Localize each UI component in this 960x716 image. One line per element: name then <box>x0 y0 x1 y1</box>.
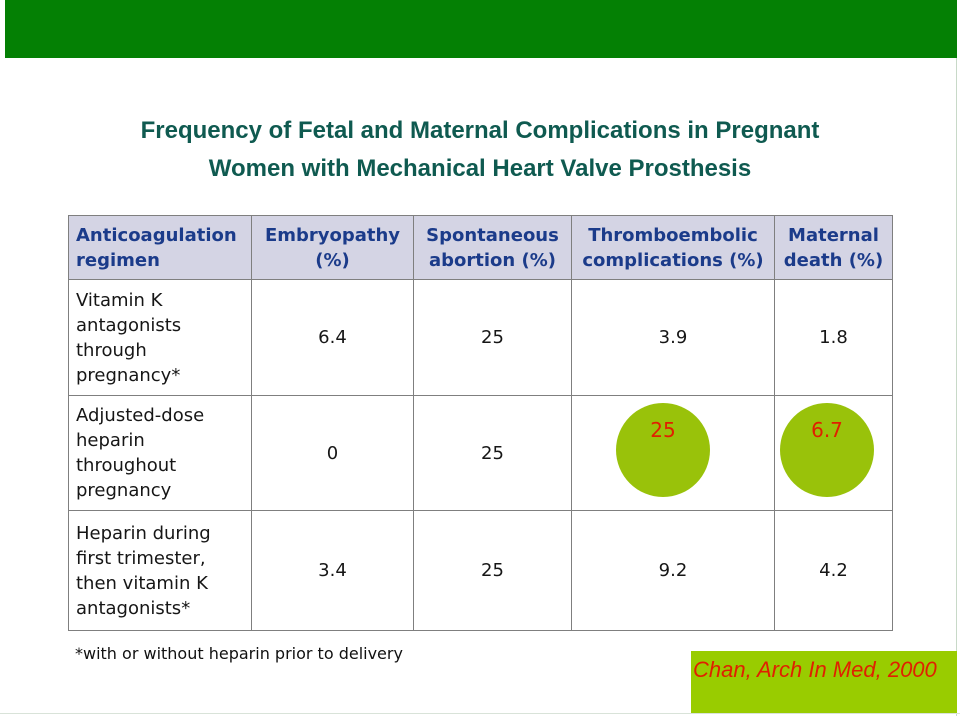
regimen-line: pregnancy <box>76 480 172 501</box>
table-row: Vitamin K antagonists through pregnancy*… <box>68 279 893 396</box>
complications-table: Anticoagulation regimen Embryopathy (%) … <box>68 215 893 631</box>
abortion-cell: 25 <box>413 279 572 396</box>
citation-box: Chan, Arch In Med, 2000 <box>691 651 957 713</box>
title-line-1: Frequency of Fetal and Maternal Complica… <box>140 117 820 144</box>
footnote: *with or without heparin prior to delive… <box>75 644 403 663</box>
title-line-2: Women with Mechanical Heart Valve Prosth… <box>208 155 752 182</box>
embryopathy-cell: 6.4 <box>251 279 414 396</box>
header-maternal-death: Maternal death (%) <box>774 215 893 280</box>
regimen-line: through <box>76 339 147 361</box>
bottom-border-line <box>0 713 960 714</box>
embryopathy-cell: 3.4 <box>251 510 414 631</box>
highlight-circle-maternal-death: 6.7 <box>780 403 874 497</box>
regimen-line: Heparin during <box>76 522 211 544</box>
header-embryopathy: Embryopathy (%) <box>251 215 414 280</box>
table-header-row: Anticoagulation regimen Embryopathy (%) … <box>68 215 893 280</box>
table-row: Adjusted-dose heparin throughout pregnan… <box>68 395 893 511</box>
embryopathy-cell: 0 <box>251 395 414 511</box>
table-row: Heparin during first trimester, then vit… <box>68 510 893 631</box>
regimen-cell: Heparin during first trimester, then vit… <box>68 510 252 631</box>
thromboembolic-cell: 3.9 <box>571 279 775 396</box>
header-regimen-line-2: regimen <box>76 249 160 271</box>
highlight-circle-thromboembolic: 25 <box>616 403 710 497</box>
header-thromboembolic-line-2: complications (%) <box>582 249 764 271</box>
regimen-line: throughout <box>76 455 177 476</box>
header-abortion-line-2: abortion (%) <box>429 249 556 271</box>
header-embryopathy-line-1: Embryopathy <box>264 224 401 246</box>
regimen-cell: Adjusted-dose heparin throughout pregnan… <box>68 395 252 511</box>
abortion-cell: 25 <box>413 395 572 511</box>
header-thromboembolic-line-1: Thromboembolic <box>588 224 758 246</box>
slide-title: Frequency of Fetal and Maternal Complica… <box>60 112 900 188</box>
regimen-line: pregnancy* <box>76 364 181 386</box>
header-thromboembolic: Thromboembolic complications (%) <box>571 215 775 280</box>
header-maternal-death-line-2: death (%) <box>783 249 884 271</box>
maternal-death-cell: 4.2 <box>774 510 893 631</box>
header-abortion-line-1: Spontaneous <box>426 224 559 246</box>
top-banner <box>5 0 957 58</box>
header-abortion: Spontaneous abortion (%) <box>413 215 572 280</box>
header-maternal-death-line-1: Maternal <box>788 224 879 246</box>
thromboembolic-cell: 9.2 <box>571 510 775 631</box>
header-regimen: Anticoagulation regimen <box>68 215 252 280</box>
regimen-line: antagonists* <box>76 597 191 619</box>
regimen-line: then vitamin K <box>76 572 208 594</box>
header-embryopathy-line-2: (%) <box>315 249 350 271</box>
regimen-cell: Vitamin K antagonists through pregnancy* <box>68 279 252 396</box>
regimen-line: Adjusted-dose <box>76 405 205 426</box>
right-border-line <box>956 58 957 716</box>
regimen-line: antagonists <box>76 314 182 336</box>
header-regimen-line-1: Anticoagulation <box>76 224 237 246</box>
regimen-line: heparin <box>76 430 145 451</box>
regimen-line: first trimester, <box>76 547 206 569</box>
abortion-cell: 25 <box>413 510 572 631</box>
maternal-death-cell: 1.8 <box>774 279 893 396</box>
regimen-line: Vitamin K <box>76 289 163 311</box>
